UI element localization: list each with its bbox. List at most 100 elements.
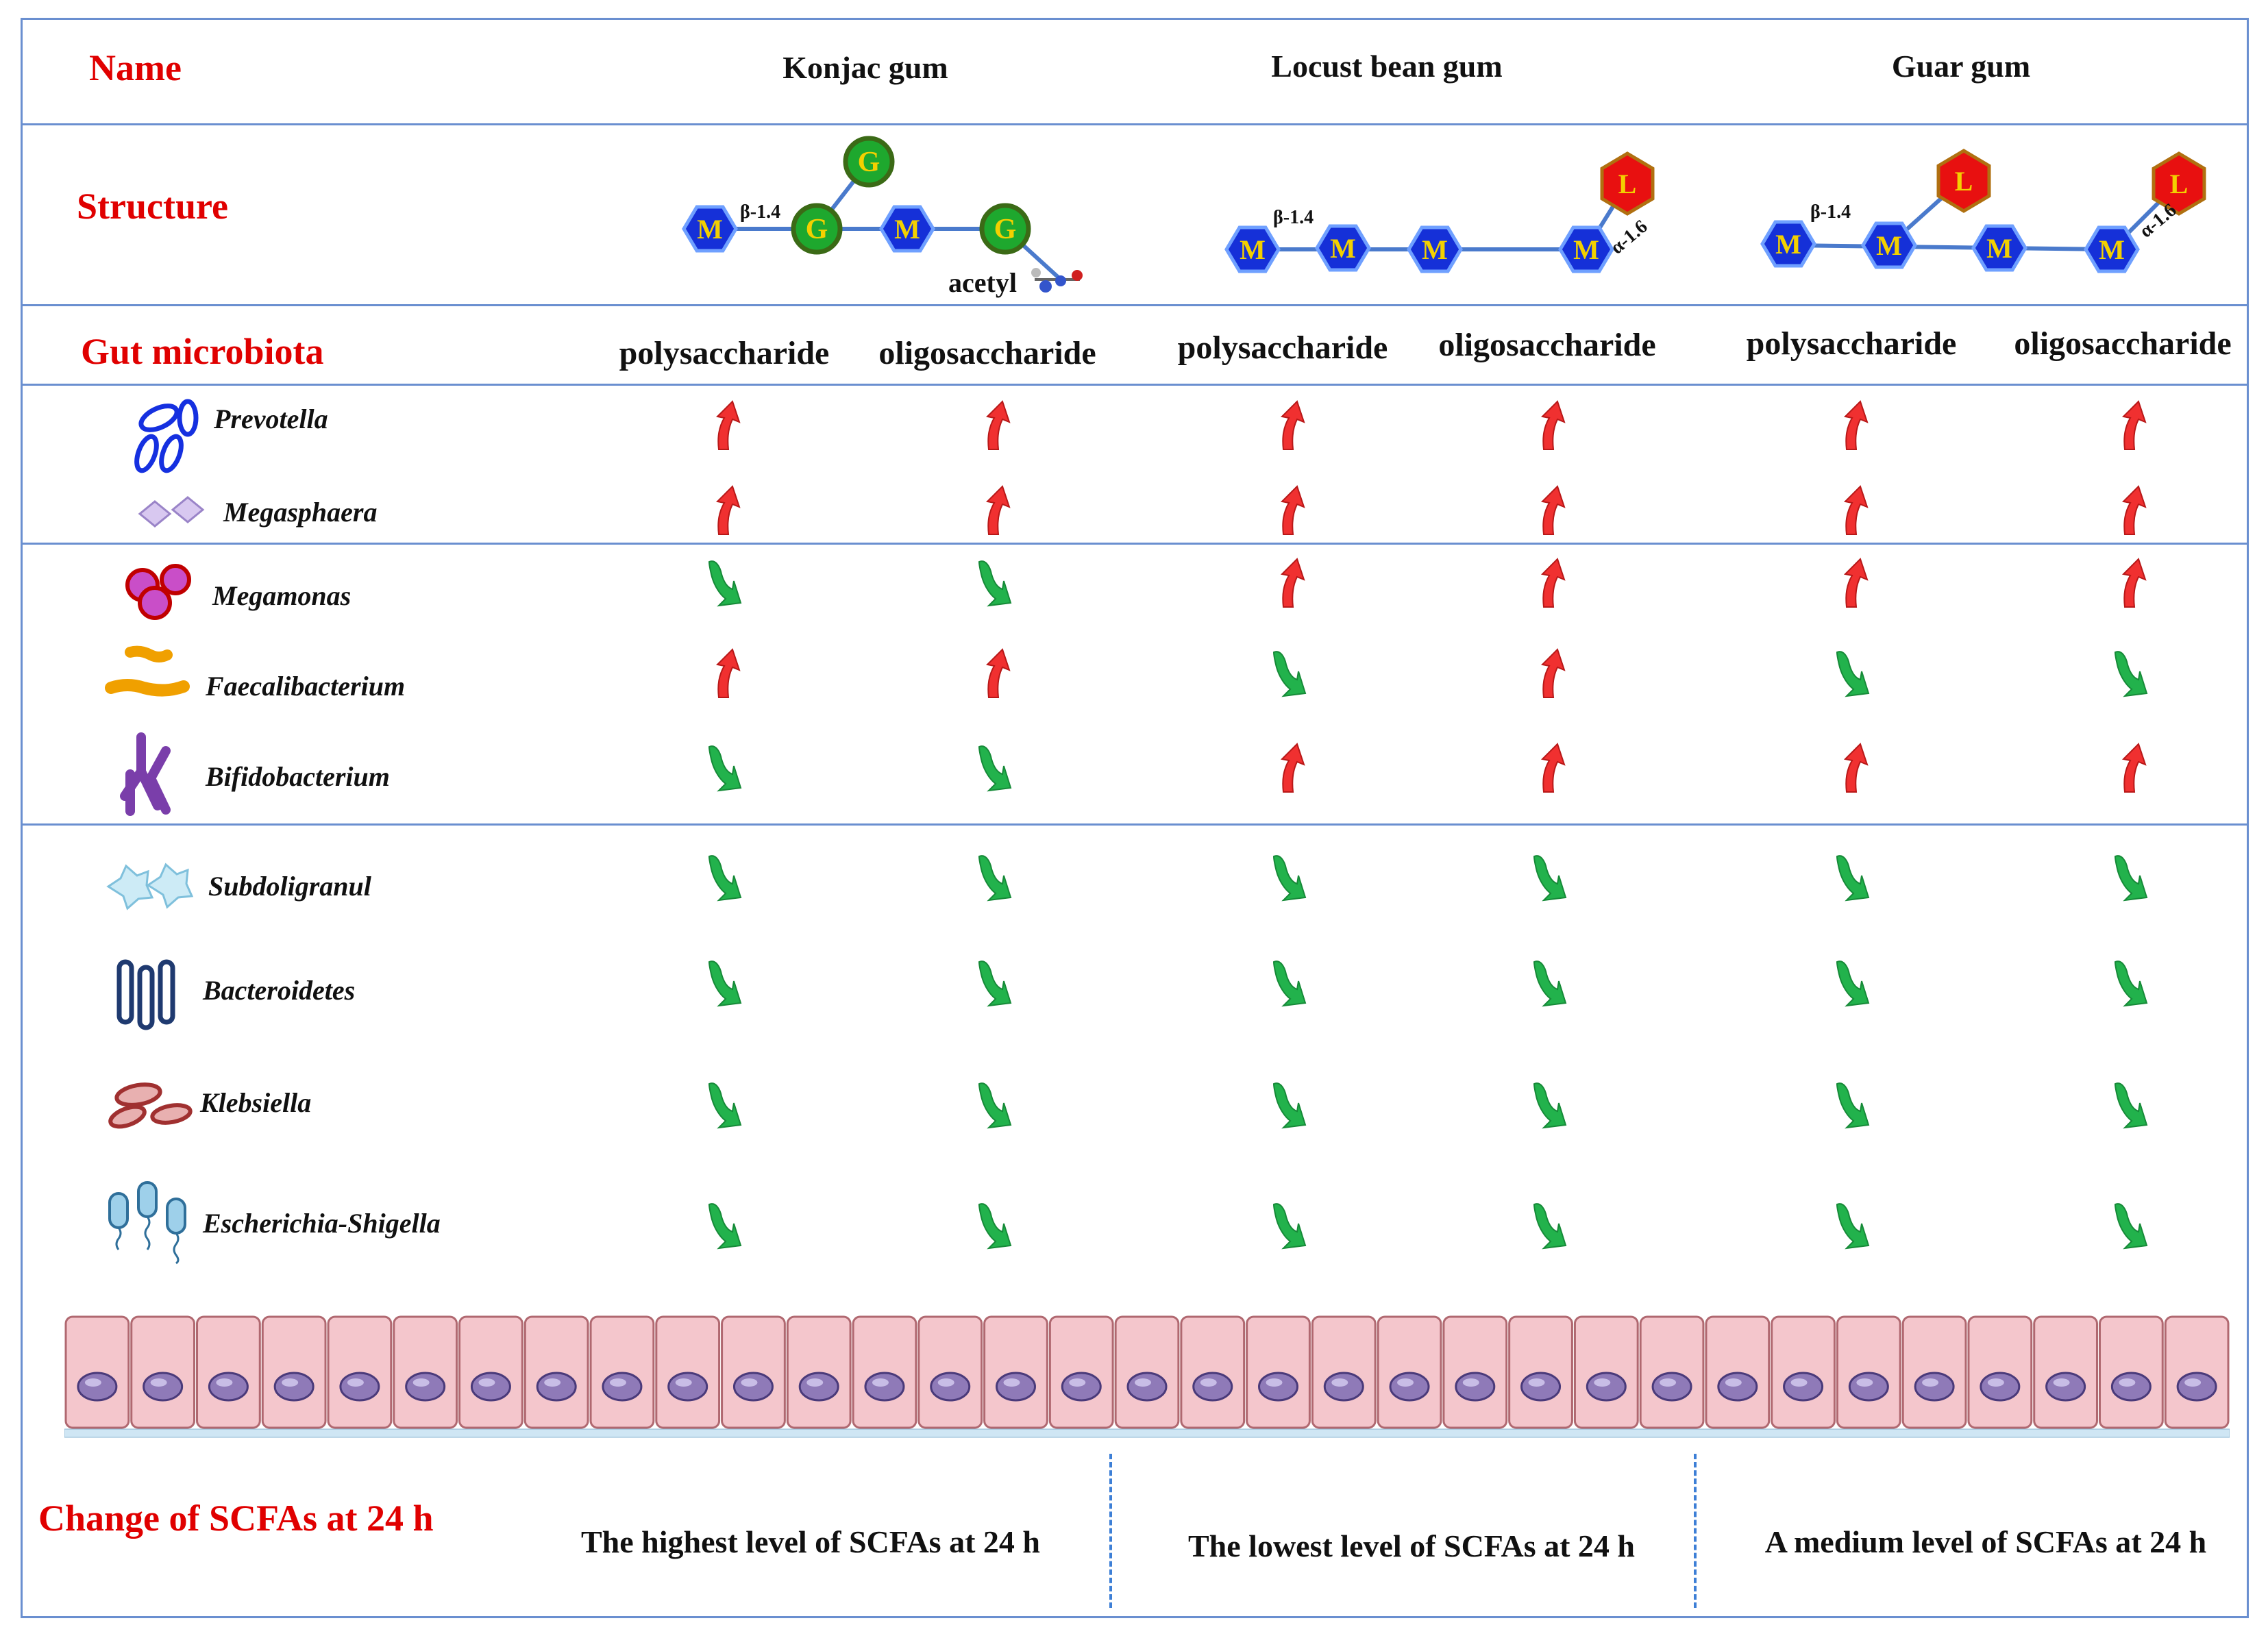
locust-linkage-branch-label: α-1.6: [1607, 216, 1652, 258]
epithelial-cell: [917, 1315, 983, 1429]
epithelial-cell: [983, 1315, 1048, 1429]
epithelial-cell: [1180, 1315, 1246, 1429]
konjac-linkage-label: β-1.4: [740, 201, 780, 223]
locust-bean-structure: M M M M L β-1.4 α-1.6: [1224, 151, 1655, 273]
up-arrow-icon: [1280, 743, 1305, 793]
epithelial-cell: [1508, 1315, 1573, 1429]
up-arrow-icon: [1540, 648, 1566, 698]
unit-label: M: [1422, 234, 1448, 265]
up-arrow-icon: [1540, 558, 1566, 608]
epithelial-cell: [721, 1315, 786, 1429]
down-arrow-icon: [708, 560, 742, 607]
unit-label: M: [1240, 234, 1266, 265]
locust-mannose-1: M: [1224, 225, 1281, 273]
bifidobacterium-icon: [120, 732, 171, 816]
up-arrow-icon: [715, 485, 741, 535]
down-arrow-icon: [1533, 1082, 1567, 1129]
down-arrow-icon: [2114, 855, 2148, 902]
unit-label: M: [1330, 233, 1356, 264]
up-arrow-icon: [1540, 400, 1566, 450]
unit-label: G: [858, 147, 880, 178]
down-arrow-icon: [2114, 1082, 2148, 1129]
divider-header: [21, 123, 2249, 125]
down-arrow-icon: [978, 1082, 1012, 1129]
unit-label: L: [1618, 169, 1637, 199]
bacteria-label-subdoligranul: Subdoligranul: [208, 871, 371, 902]
basement-membrane: [64, 1428, 2230, 1438]
up-arrow-icon: [985, 485, 1011, 535]
divider-group-2: [21, 823, 2249, 826]
epithelial-cell: [327, 1315, 393, 1429]
locust-mannose-3: M: [1407, 225, 1463, 273]
subcol-konjac-oligo: oligosaccharide: [878, 335, 1096, 371]
up-arrow-icon: [1280, 558, 1305, 608]
figure-frame: [21, 18, 2249, 1618]
guar-mannose-2: M: [1861, 221, 1917, 269]
gum-header-konjac: Konjac gum: [782, 50, 948, 85]
down-arrow-icon: [708, 745, 742, 792]
down-arrow-icon: [1272, 960, 1307, 1007]
bacteria-label-klebsiella: Klebsiella: [200, 1087, 312, 1118]
epithelial-cell: [1705, 1315, 1771, 1429]
down-arrow-icon: [2114, 960, 2148, 1007]
guar-linkage-main-label: β-1.4: [1810, 201, 1851, 223]
up-arrow-icon: [1540, 485, 1566, 535]
up-arrow-icon: [1540, 743, 1566, 793]
guar-galactose-branch-2: L: [2152, 151, 2206, 216]
epithelial-cell: [2098, 1315, 2164, 1429]
unit-label: M: [1986, 233, 2012, 264]
down-arrow-icon: [708, 1082, 742, 1129]
epithelial-cell: [261, 1315, 327, 1429]
divider-subheader: [21, 384, 2249, 386]
epithelial-cell: [2164, 1315, 2230, 1429]
down-arrow-icon: [1272, 855, 1307, 902]
bacteria-label-faecalibacterium: Faecalibacterium: [206, 671, 406, 702]
epithelial-cell: [1114, 1315, 1180, 1429]
subcol-guar-poly: polysaccharide: [1746, 325, 1957, 362]
unit-label: M: [1876, 230, 1902, 261]
up-arrow-icon: [1843, 743, 1869, 793]
scfa-text-konjac: The highest level of SCFAs at 24 h: [581, 1524, 1040, 1559]
down-arrow-icon: [708, 855, 742, 902]
bacteria-label-bacteroidetes: Bacteroidetes: [203, 975, 356, 1006]
up-arrow-icon: [1280, 400, 1305, 450]
gut-microbiota-row-label: Gut microbiota: [81, 331, 324, 372]
locust-galactose-branch: L: [1600, 151, 1655, 216]
konjac-glucose-branch: G: [843, 136, 895, 188]
gum-header-guar: Guar gum: [1891, 49, 2031, 84]
konjac-mannose-1: M: [682, 205, 738, 253]
guar-mannose-1: M: [1760, 220, 1816, 268]
unit-label: M: [1573, 234, 1599, 265]
up-arrow-icon: [1843, 558, 1869, 608]
epithelial-cell: [1573, 1315, 1639, 1429]
subcol-guar-oligo: oligosaccharide: [2014, 325, 2232, 362]
gum-header-locust-bean: Locust bean gum: [1271, 49, 1503, 84]
up-arrow-icon: [2121, 485, 2147, 535]
acetyl-label: acetyl: [948, 267, 1017, 298]
down-arrow-icon: [1836, 1082, 1870, 1129]
guar-mannose-4: M: [2084, 225, 2140, 273]
up-arrow-icon: [985, 400, 1011, 450]
up-arrow-icon: [715, 648, 741, 698]
epithelial-cell: [1967, 1315, 2033, 1429]
bacteria-label-prevotella: Prevotella: [214, 404, 328, 434]
megamonas-icon: [125, 564, 191, 620]
down-arrow-icon: [1272, 1203, 1307, 1250]
epithelial-cell: [1901, 1315, 1967, 1429]
unit-label: M: [697, 214, 723, 245]
subcol-locust-oligo: oligosaccharide: [1438, 327, 1656, 363]
epithelial-cell: [1836, 1315, 1901, 1429]
epithelial-cell: [130, 1315, 196, 1429]
acetyl-group-icon: [1031, 268, 1083, 293]
locust-mannose-2: M: [1315, 224, 1371, 272]
down-arrow-icon: [708, 1203, 742, 1250]
epithelial-cell: [1048, 1315, 1114, 1429]
down-arrow-icon: [978, 855, 1012, 902]
epithelial-cell: [1639, 1315, 1705, 1429]
bacteria-label-escherichia-shigella: Escherichia-Shigella: [203, 1208, 441, 1239]
epithelial-cell: [2033, 1315, 2098, 1429]
down-arrow-icon: [1533, 1203, 1567, 1250]
epithelial-cell: [196, 1315, 261, 1429]
down-arrow-icon: [1836, 1203, 1870, 1250]
unit-label: G: [806, 214, 828, 245]
